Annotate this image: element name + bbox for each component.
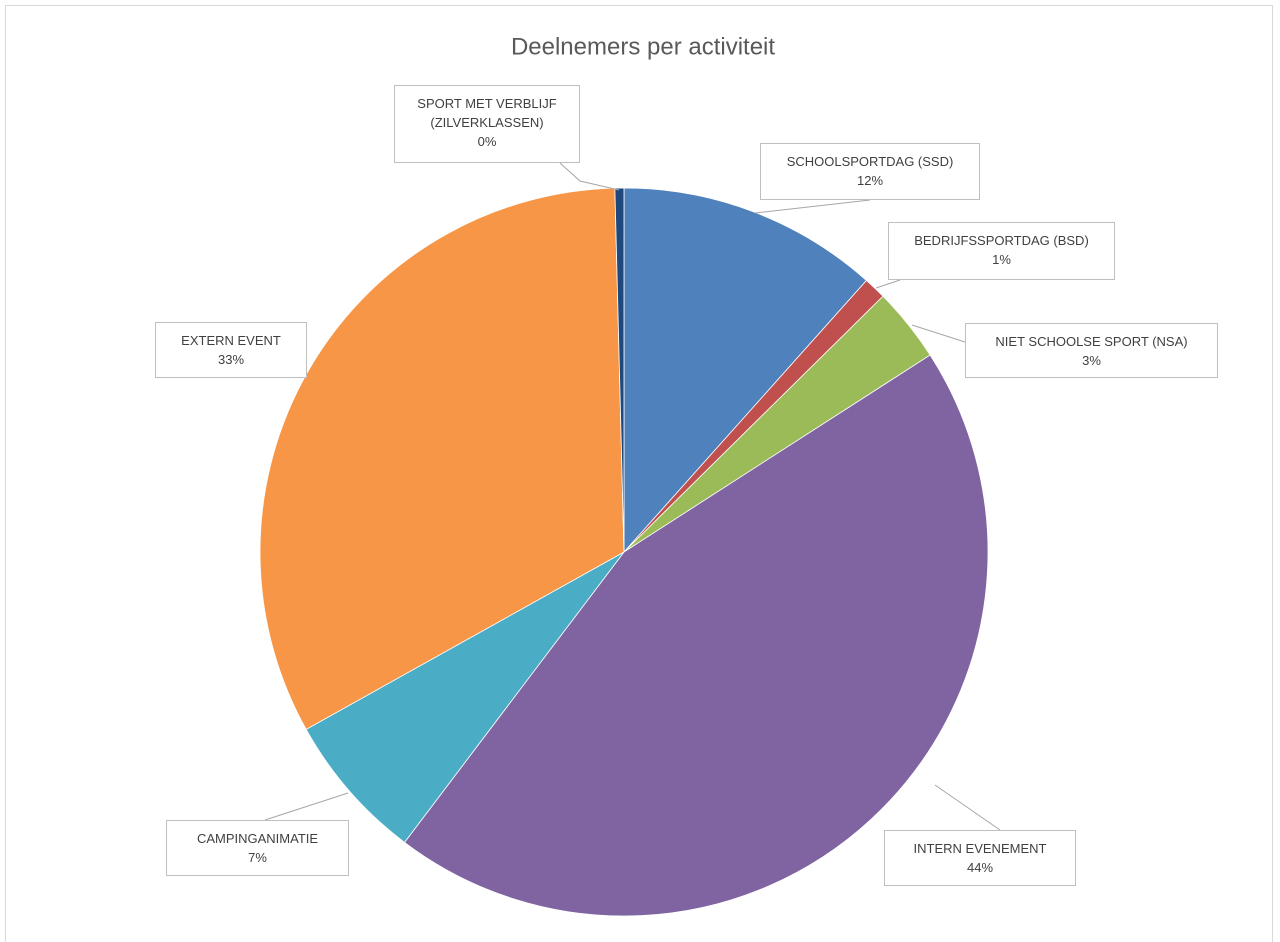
label-category: SPORT MET VERBLIJF (ZILVERKLASSEN) — [417, 96, 557, 130]
data-label: BEDRIJFSSPORTDAG (BSD) 1% — [888, 222, 1115, 280]
label-value: 7% — [248, 850, 267, 865]
leader-line — [754, 199, 871, 214]
label-category: SCHOOLSPORTDAG (SSD) — [786, 154, 954, 169]
data-label: INTERN EVENEMENT 44% — [884, 830, 1076, 886]
chart-title: Deelnemers per activiteit — [511, 33, 775, 60]
leader-line — [559, 162, 620, 191]
data-label: CAMPINGANIMATIE 7% — [166, 820, 349, 876]
pie-slice — [305, 551, 625, 843]
label-value: 33% — [217, 352, 245, 367]
pie-slice — [403, 354, 989, 917]
label-value: 3% — [1082, 353, 1101, 368]
pie-slice — [623, 187, 867, 554]
label-category: INTERN EVENEMENT — [913, 841, 1047, 856]
data-label: SCHOOLSPORTDAG (SSD) 12% — [760, 143, 980, 200]
leader-line — [911, 324, 966, 343]
chart-frame — [5, 5, 1273, 942]
label-value: 44% — [966, 860, 994, 875]
label-value: 1% — [992, 252, 1011, 267]
data-label: SPORT MET VERBLIJF (ZILVERKLASSEN) 0% — [394, 85, 580, 163]
label-value: 0% — [477, 134, 497, 149]
label-category: EXTERN EVENT — [181, 333, 281, 348]
label-category: BEDRIJFSSPORTDAG (BSD) — [914, 233, 1089, 248]
leader-line — [264, 792, 349, 821]
pie-slice — [259, 187, 625, 730]
pie-slice — [614, 187, 625, 553]
label-value: 12% — [856, 173, 884, 188]
label-category: NIET SCHOOLSE SPORT (NSA) — [995, 334, 1188, 349]
label-category: CAMPINGANIMATIE — [196, 831, 319, 846]
leader-line — [875, 279, 901, 289]
data-label: EXTERN EVENT 33% — [155, 322, 307, 378]
data-label: NIET SCHOOLSE SPORT (NSA) 3% — [965, 323, 1218, 378]
leader-line — [934, 784, 1001, 831]
